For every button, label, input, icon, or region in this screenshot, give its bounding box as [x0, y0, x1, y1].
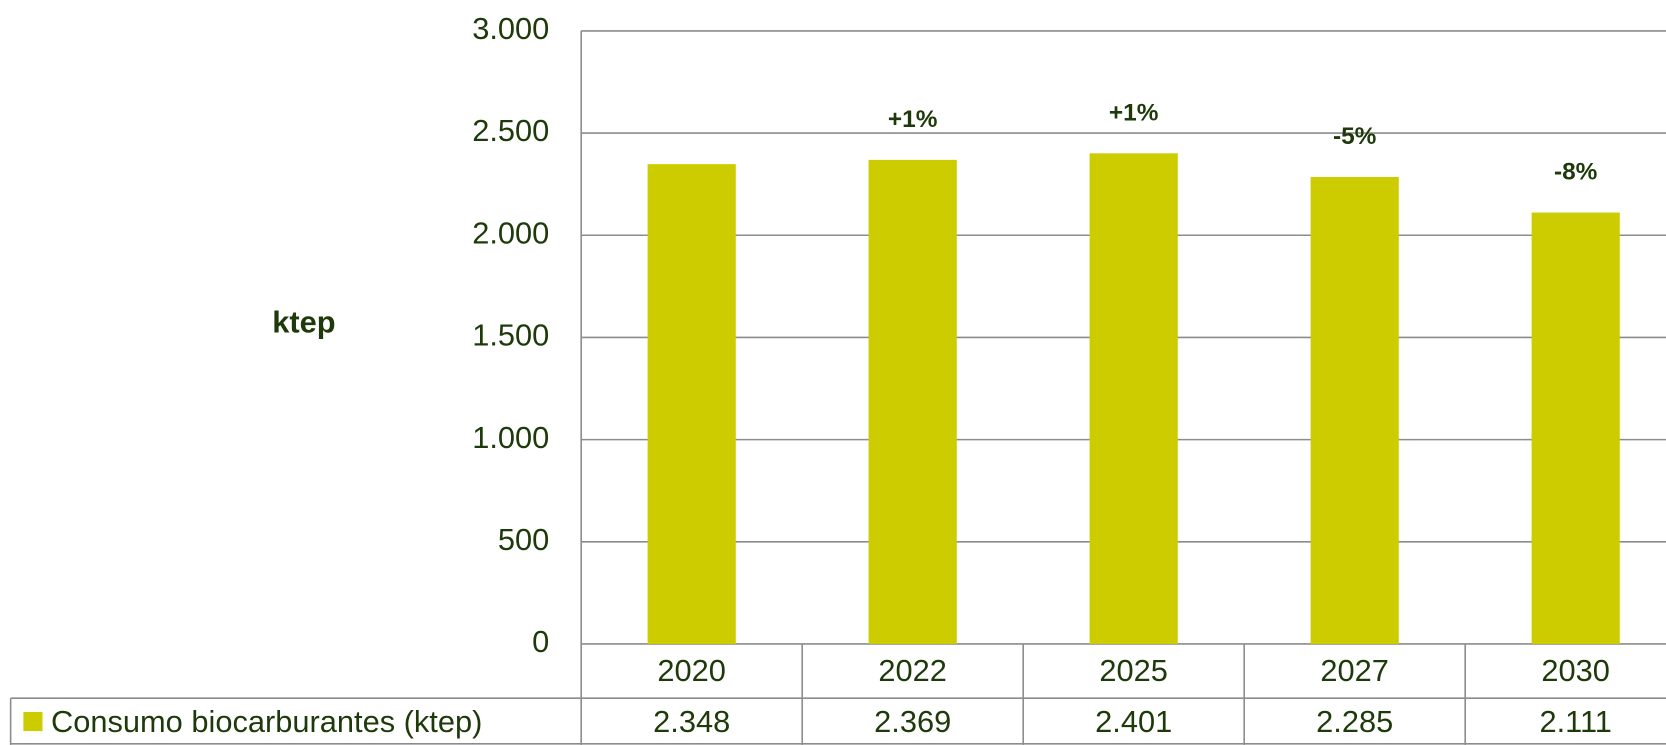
annotation: +1% [888, 106, 938, 133]
y-tick-label: 2.000 [472, 215, 549, 250]
annotation: -5% [1333, 123, 1377, 150]
legend-swatch [23, 711, 43, 732]
bar [868, 159, 957, 644]
table-value: 2.348 [653, 704, 730, 739]
bar [1089, 153, 1178, 644]
legend-label: Consumo biocarburantes (ktep) [51, 704, 482, 739]
annotation: -8% [1554, 159, 1598, 186]
y-tick-label: 0 [532, 624, 549, 659]
x-tick-label: 2030 [1541, 653, 1610, 688]
x-tick-label: 2020 [657, 653, 726, 688]
x-tick-label: 2025 [1099, 653, 1168, 688]
y-axis-title: ktep [272, 304, 335, 339]
y-tick-label: 2.500 [472, 113, 549, 148]
table-value: 2.111 [1539, 704, 1612, 739]
annotation: +1% [1109, 99, 1159, 126]
x-tick-label: 2022 [878, 653, 947, 688]
table-value: 2.285 [1316, 704, 1393, 739]
x-tick-label: 2027 [1320, 653, 1389, 688]
y-tick-label: 500 [498, 522, 549, 557]
y-tick-label: 1.000 [472, 420, 549, 455]
bar [1531, 212, 1620, 644]
bar [647, 164, 736, 644]
y-tick-label: 3.000 [472, 11, 549, 46]
table-value: 2.369 [874, 704, 951, 739]
y-tick-label: 1.500 [472, 318, 549, 353]
table-value: 2.401 [1095, 704, 1172, 739]
bar [1310, 177, 1399, 644]
